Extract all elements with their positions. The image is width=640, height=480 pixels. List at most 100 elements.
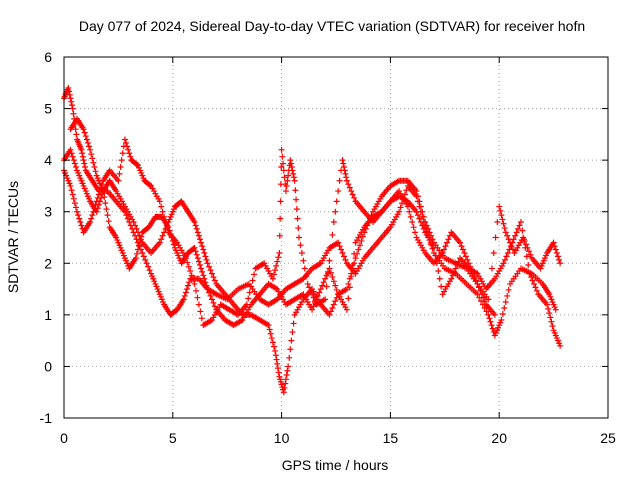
data-point [180, 296, 187, 303]
data-point [283, 372, 290, 379]
data-point [501, 304, 508, 311]
data-point [183, 286, 190, 293]
data-point [335, 239, 342, 246]
data-point [557, 260, 564, 267]
data-point [552, 306, 559, 313]
data-point [327, 244, 334, 251]
data-point [133, 225, 140, 232]
data-point [468, 267, 475, 274]
data-point [346, 184, 353, 191]
data-point [139, 249, 146, 256]
data-point [68, 150, 75, 157]
data-point [207, 267, 214, 274]
data-point [288, 160, 295, 167]
data-point [100, 188, 107, 195]
data-point [190, 276, 197, 283]
data-point [194, 229, 201, 236]
data-point [71, 200, 78, 207]
x-tick-label: 15 [383, 430, 399, 446]
data-point [283, 182, 290, 189]
data-point [306, 284, 313, 291]
data-point [420, 225, 427, 232]
data-point [489, 325, 496, 332]
data-point [72, 164, 79, 171]
data-point [156, 239, 163, 246]
data-point [276, 232, 283, 239]
data-point [132, 255, 139, 262]
data-point [278, 146, 285, 153]
data-point [70, 195, 77, 202]
data-point [291, 177, 298, 184]
data-point [287, 346, 294, 353]
data-point [510, 236, 517, 243]
data-point [504, 292, 511, 299]
data-point [142, 256, 149, 263]
data-point [474, 280, 481, 287]
data-point [507, 243, 514, 250]
data-point [72, 204, 79, 211]
data-point [326, 265, 333, 272]
data-point [457, 239, 464, 246]
data-point [289, 329, 296, 336]
data-point [273, 262, 280, 269]
data-point [293, 196, 300, 203]
data-point [274, 365, 281, 372]
data-point [348, 188, 355, 195]
data-point [104, 212, 111, 219]
data-point [351, 194, 358, 201]
data-point [552, 246, 559, 253]
data-point [67, 146, 74, 153]
data-point [295, 225, 302, 232]
data-point [470, 270, 477, 277]
data-point [477, 287, 484, 294]
data-point [197, 236, 203, 243]
data-point [281, 384, 288, 391]
data-point [338, 246, 345, 253]
data-point [340, 164, 347, 171]
data-point [80, 157, 87, 164]
data-point [275, 369, 282, 376]
data-point [210, 274, 217, 281]
data-point [303, 273, 310, 280]
data-point [191, 219, 198, 226]
data-point [211, 303, 218, 310]
data-point [325, 268, 332, 275]
data-point [194, 294, 201, 301]
data-point [274, 360, 281, 367]
data-point [136, 242, 143, 249]
data-point [78, 146, 85, 153]
data-point [181, 292, 188, 299]
data-point [346, 284, 353, 291]
data-point [138, 233, 145, 240]
data-point [499, 216, 506, 223]
data-point [75, 212, 82, 219]
data-point [199, 243, 206, 250]
data-point [546, 310, 553, 317]
y-tick-label: -1 [40, 410, 53, 426]
data-point [527, 251, 534, 258]
data-point [245, 295, 252, 302]
data-point [412, 229, 419, 236]
data-point [194, 255, 201, 262]
data-point [93, 198, 100, 205]
data-point [66, 88, 73, 95]
data-point [445, 236, 452, 243]
data-point [279, 153, 286, 160]
y-tick-label: 6 [44, 49, 52, 65]
data-point [343, 306, 350, 313]
y-tick-label: 1 [44, 307, 52, 323]
data-point [348, 273, 355, 280]
data-point [281, 174, 288, 181]
data-point [332, 208, 339, 215]
data-point [340, 160, 347, 167]
data-point [404, 203, 411, 210]
data-point [307, 287, 314, 294]
data-point [327, 269, 334, 276]
data-point [502, 256, 509, 263]
data-point [435, 268, 442, 275]
data-point [342, 170, 349, 177]
axis-ticks [63, 56, 609, 419]
data-point [134, 246, 141, 253]
data-point [491, 311, 498, 318]
data-point [523, 253, 530, 260]
